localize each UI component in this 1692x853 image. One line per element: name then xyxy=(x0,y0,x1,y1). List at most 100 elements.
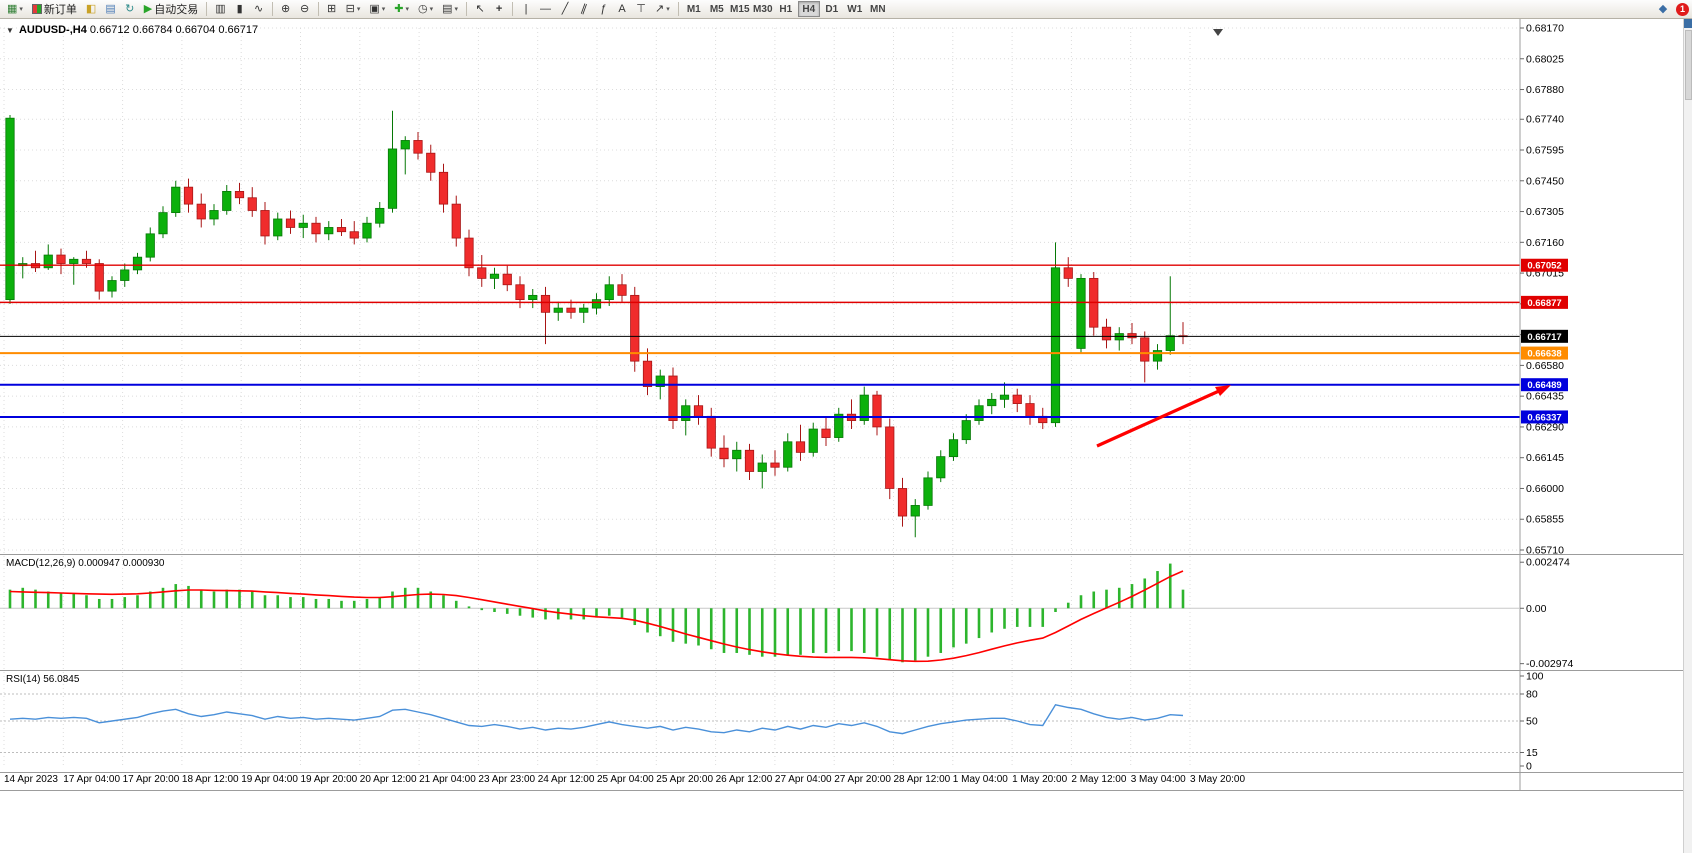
svg-text:0.66717: 0.66717 xyxy=(1527,332,1561,343)
main-toolbar: ▦ ▾ 新订单 ◧ ▤ ↻ ▶ 自动交易 ▥ ▮ ∿ xyxy=(0,0,1692,19)
vertical-line-icon: | xyxy=(524,2,528,15)
timeframe-m1[interactable]: M1 xyxy=(686,3,701,15)
navigator-button[interactable]: ↻ xyxy=(121,1,139,18)
new-order-button[interactable]: 新订单 xyxy=(28,1,81,18)
fibonacci-icon: ƒ xyxy=(599,2,607,15)
cursor-button[interactable]: ↖ xyxy=(471,1,489,18)
chart-area[interactable]: 0.002474 0.00 -0.002974 100 80 50 15 0 0.68170 0.… xyxy=(0,19,1692,853)
arrows-button[interactable]: ↗ ▾ xyxy=(651,1,674,18)
vertical-scrollbar[interactable] xyxy=(1683,19,1692,853)
cascade-windows-icon: ⊟ xyxy=(345,2,355,15)
svg-text:15: 15 xyxy=(1526,747,1538,759)
svg-text:0.67160: 0.67160 xyxy=(1526,237,1564,249)
templates-icon: ▤ xyxy=(442,2,453,15)
timeframe-m5[interactable]: M5 xyxy=(709,3,724,15)
svg-text:19 Apr 04:00: 19 Apr 04:00 xyxy=(241,774,298,785)
svg-text:0: 0 xyxy=(1526,761,1532,773)
timeframe-d1[interactable]: D1 xyxy=(825,3,839,15)
new-order-icon xyxy=(31,4,42,14)
svg-text:0.66290: 0.66290 xyxy=(1526,421,1564,433)
timeframe-h4[interactable]: H4 xyxy=(797,1,820,17)
timeframe-mn[interactable]: MN xyxy=(870,3,886,15)
crosshair-button[interactable]: + xyxy=(490,1,508,18)
timeframe-m15[interactable]: M15 xyxy=(730,3,750,15)
zoom-out-button[interactable]: ⊖ xyxy=(296,1,314,18)
scrollbar-thumb[interactable] xyxy=(1684,30,1692,100)
vertical-line-button[interactable]: | xyxy=(517,1,535,18)
arrange-button[interactable]: ▣ ▾ xyxy=(365,1,389,18)
chevron-down-icon: ▾ xyxy=(356,6,361,13)
svg-text:0.67880: 0.67880 xyxy=(1526,84,1564,96)
data-window-button[interactable]: ▤ xyxy=(101,1,119,18)
svg-text:17 Apr 20:00: 17 Apr 20:00 xyxy=(123,774,180,785)
svg-text:14 Apr 2023: 14 Apr 2023 xyxy=(4,774,58,785)
data-window-icon: ▤ xyxy=(105,2,116,15)
timeframe-m30[interactable]: M30 xyxy=(753,3,773,15)
trend-arrow xyxy=(1096,389,1220,448)
fibonacci-button[interactable]: ƒ xyxy=(594,1,612,18)
svg-text:26 Apr 12:00: 26 Apr 12:00 xyxy=(716,774,773,785)
notification-badge[interactable]: 1 xyxy=(1676,2,1689,16)
svg-text:0.67595: 0.67595 xyxy=(1526,145,1564,157)
chevron-down-icon: ▾ xyxy=(666,6,670,13)
svg-text:0.00: 0.00 xyxy=(1526,603,1547,615)
svg-text:17 Apr 04:00: 17 Apr 04:00 xyxy=(63,774,120,785)
toolbar-separator xyxy=(317,2,319,16)
timeframe-h1[interactable]: H1 xyxy=(779,3,793,15)
svg-text:0.67740: 0.67740 xyxy=(1526,114,1564,126)
autotrading-button[interactable]: ▶ 自动交易 xyxy=(140,1,202,18)
horizontal-line-button[interactable]: — xyxy=(536,1,555,18)
svg-text:2 May 12:00: 2 May 12:00 xyxy=(1071,774,1126,785)
svg-text:20 Apr 12:00: 20 Apr 12:00 xyxy=(360,774,417,785)
svg-text:0.66580: 0.66580 xyxy=(1526,360,1564,372)
chevron-down-icon: ▾ xyxy=(429,6,434,13)
svg-text:27 Apr 20:00: 27 Apr 20:00 xyxy=(834,774,891,785)
svg-text:0.66489: 0.66489 xyxy=(1527,380,1561,391)
line-chart-button[interactable]: ∿ xyxy=(250,1,268,18)
trendline-button[interactable]: ╱ xyxy=(556,1,574,18)
text-button[interactable]: A xyxy=(613,1,631,18)
indicators-plus-icon: ✚ xyxy=(394,2,404,15)
svg-text:0.68170: 0.68170 xyxy=(1526,23,1564,35)
timeframe-w1[interactable]: W1 xyxy=(847,3,863,15)
svg-text:1 May 20:00: 1 May 20:00 xyxy=(1012,774,1067,785)
svg-text:0.67305: 0.67305 xyxy=(1526,206,1564,218)
templates-button[interactable]: ▤ ▾ xyxy=(438,1,462,18)
channel-button[interactable]: ∥ xyxy=(575,1,593,18)
toolbar-separator xyxy=(512,2,514,16)
svg-text:27 Apr 04:00: 27 Apr 04:00 xyxy=(775,774,832,785)
arrows-icon: ↗ xyxy=(655,2,665,15)
new-chart-button[interactable]: ▦ ▾ xyxy=(3,1,27,18)
toolbar-separator xyxy=(466,2,468,16)
svg-text:0.65710: 0.65710 xyxy=(1526,545,1564,557)
indicators-button[interactable]: ✚ ▾ xyxy=(390,1,413,18)
scrollbar-up-button[interactable] xyxy=(1684,19,1692,28)
chart-shift-marker xyxy=(1213,29,1223,36)
chevron-down-icon: ▾ xyxy=(405,6,409,13)
chevron-down-icon: ▾ xyxy=(19,6,23,13)
autotrading-label: 自动交易 xyxy=(154,4,199,16)
tile-windows-button[interactable]: ⊞ xyxy=(323,1,341,18)
label-button[interactable]: ⊤ xyxy=(632,1,650,18)
horizontal-line-icon: — xyxy=(540,2,552,15)
svg-text:80: 80 xyxy=(1526,689,1538,701)
svg-text:50: 50 xyxy=(1526,716,1538,728)
refresh-icon: ↻ xyxy=(125,2,135,15)
trend-arrow-head xyxy=(1215,385,1231,396)
bar-chart-button[interactable]: ▥ xyxy=(211,1,229,18)
arrange-icon: ▣ xyxy=(369,2,380,15)
zoom-in-button[interactable]: ⊕ xyxy=(277,1,295,18)
market-watch-button[interactable]: ◧ xyxy=(82,1,100,18)
community-button[interactable]: ◆ xyxy=(1654,1,1672,18)
svg-text:0.66337: 0.66337 xyxy=(1527,412,1561,423)
cascade-windows-button[interactable]: ⊟ ▾ xyxy=(342,1,365,18)
toolbar-separator xyxy=(271,2,273,16)
svg-text:25 Apr 20:00: 25 Apr 20:00 xyxy=(656,774,713,785)
periods-button[interactable]: ◷ ▾ xyxy=(414,1,437,18)
svg-text:1 May 04:00: 1 May 04:00 xyxy=(953,774,1008,785)
tile-windows-icon: ⊞ xyxy=(327,2,337,15)
candlestick-button[interactable]: ▮ xyxy=(231,1,249,18)
community-icon: ◆ xyxy=(1658,2,1668,15)
